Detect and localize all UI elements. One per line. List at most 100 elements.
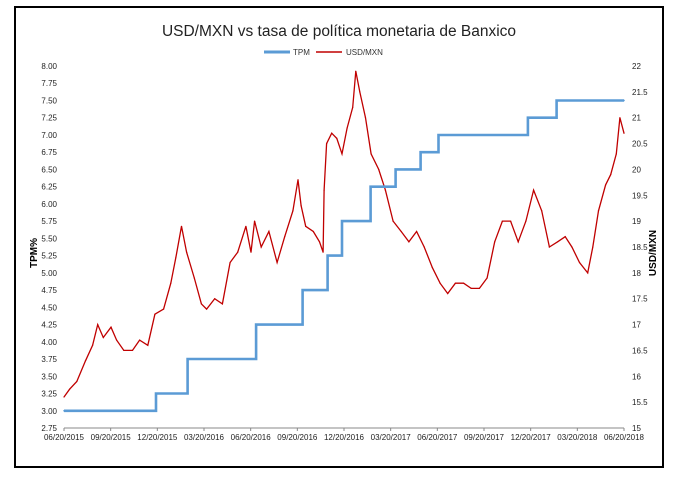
y-left-tick-label: 3.75 xyxy=(41,355,57,364)
y-left-tick-label: 4.75 xyxy=(41,286,57,295)
chart-svg: USD/MXN vs tasa de política monetaria de… xyxy=(29,23,659,442)
x-tick-label: 09/20/2017 xyxy=(464,433,505,442)
y-right-tick-label: 21 xyxy=(632,114,641,123)
x-tick-label: 06/20/2018 xyxy=(604,433,645,442)
y-left-tick-label: 2.75 xyxy=(41,424,57,433)
y-left-tick-label: 4.25 xyxy=(41,321,57,330)
y-right-tick-label: 17.5 xyxy=(632,295,648,304)
usdmxn-point xyxy=(253,220,256,222)
y-left-tick-label: 4.00 xyxy=(41,338,57,347)
usdmxn-point xyxy=(408,241,410,243)
y-right-tick-label: 15 xyxy=(632,424,641,433)
usdmxn-point xyxy=(322,251,324,253)
usdmxn-point xyxy=(439,282,441,284)
usdmxn-point xyxy=(139,339,141,341)
y-left-tick-label: 3.25 xyxy=(41,390,57,399)
y-right-tick-label: 20 xyxy=(632,165,641,174)
series-usdmxn-line xyxy=(63,71,625,398)
usdmxn-point xyxy=(378,168,380,171)
usdmxn-point xyxy=(110,326,112,328)
usdmxn-point xyxy=(326,142,328,145)
usdmxn-point xyxy=(571,246,573,248)
y-right-tick-label: 15.5 xyxy=(632,398,648,407)
usdmxn-point xyxy=(97,323,99,326)
legend-usdmxn-label: USD/MXN xyxy=(346,48,383,57)
usdmxn-point xyxy=(131,349,134,352)
y-left-tick-label: 6.75 xyxy=(41,148,57,157)
tpm-point xyxy=(326,254,329,257)
usdmxn-point xyxy=(415,230,418,233)
y-right-tick-label: 19.5 xyxy=(632,191,648,200)
y-left-tick-label: 7.50 xyxy=(41,96,57,105)
y-left-tick-label: 4.50 xyxy=(41,303,57,312)
x-tick-label: 03/20/2018 xyxy=(557,433,598,442)
usdmxn-point xyxy=(276,261,278,264)
x-tick-label: 03/20/2017 xyxy=(371,433,412,442)
usdmxn-point xyxy=(193,277,195,279)
tpm-point xyxy=(255,323,257,326)
usdmxn-point xyxy=(116,339,118,341)
usdmxn-point xyxy=(346,127,348,129)
y-right-tick-label: 21.5 xyxy=(632,88,648,97)
usdmxn-point xyxy=(76,380,78,383)
usdmxn-point xyxy=(447,292,449,295)
usdmxn-point xyxy=(318,241,321,243)
usdmxn-point xyxy=(501,220,503,222)
series-tpm-line xyxy=(64,99,624,413)
x-tick-label: 12/20/2017 xyxy=(511,433,552,442)
usdmxn-point xyxy=(214,298,216,300)
tpm-point xyxy=(301,289,304,291)
usdmxn-point xyxy=(623,132,625,134)
y-left-tick-label: 7.25 xyxy=(41,114,57,123)
tpm-point xyxy=(369,185,372,188)
usdmxn-point xyxy=(292,210,294,212)
usdmxn-point xyxy=(532,189,535,191)
usdmxn-point xyxy=(525,220,527,222)
usdmxn-point xyxy=(494,241,496,243)
y-left-axis-title: TPM% xyxy=(29,238,40,268)
usdmxn-point xyxy=(331,132,333,134)
tpm-point xyxy=(437,134,440,136)
usdmxn-point xyxy=(221,303,223,305)
y-left-tick-label: 7.75 xyxy=(41,79,57,88)
x-tick-label: 03/20/2016 xyxy=(184,433,225,442)
tpm-point xyxy=(341,220,343,222)
usdmxn-point xyxy=(384,189,386,191)
y-right-tick-label: 19 xyxy=(632,217,641,226)
usdmxn-point xyxy=(245,225,247,227)
y-right-tick-label: 18.5 xyxy=(632,243,648,252)
usdmxn-point xyxy=(175,256,177,258)
usdmxn-point xyxy=(205,308,208,310)
usdmxn-point xyxy=(297,179,299,181)
usdmxn-point xyxy=(541,210,543,212)
usdmxn-point xyxy=(592,246,594,248)
x-tick-label: 06/20/2017 xyxy=(417,433,458,442)
usdmxn-point xyxy=(370,153,372,155)
y-right-tick-label: 16.5 xyxy=(632,346,648,355)
usdmxn-point xyxy=(237,251,239,253)
usdmxn-point xyxy=(517,241,519,243)
tpm-point xyxy=(394,168,397,171)
x-tick-label: 09/20/2015 xyxy=(91,433,132,442)
usdmxn-point xyxy=(392,220,394,222)
usdmxn-point xyxy=(556,241,559,243)
y-left-tick-label: 5.50 xyxy=(41,234,57,243)
usdmxn-point xyxy=(400,230,402,233)
usdmxn-point xyxy=(454,282,456,284)
usdmxn-point xyxy=(123,349,125,352)
y-left-tick-label: 5.75 xyxy=(41,217,57,226)
usdmxn-point xyxy=(352,106,354,108)
tpm-point xyxy=(555,99,558,102)
usdmxn-point xyxy=(200,303,203,305)
x-tick-label: 09/20/2016 xyxy=(277,433,318,442)
usdmxn-point xyxy=(305,225,307,227)
usdmxn-point xyxy=(619,117,621,119)
x-tick-label: 12/20/2015 xyxy=(137,433,178,442)
y-right-tick-label: 22 xyxy=(632,62,641,71)
y-left-tick-label: 6.00 xyxy=(41,200,57,209)
usdmxn-point xyxy=(548,246,551,248)
usdmxn-point xyxy=(229,261,231,264)
y-right-tick-label: 17 xyxy=(632,321,641,330)
usdmxn-point xyxy=(431,267,433,269)
usdmxn-point xyxy=(163,308,165,310)
